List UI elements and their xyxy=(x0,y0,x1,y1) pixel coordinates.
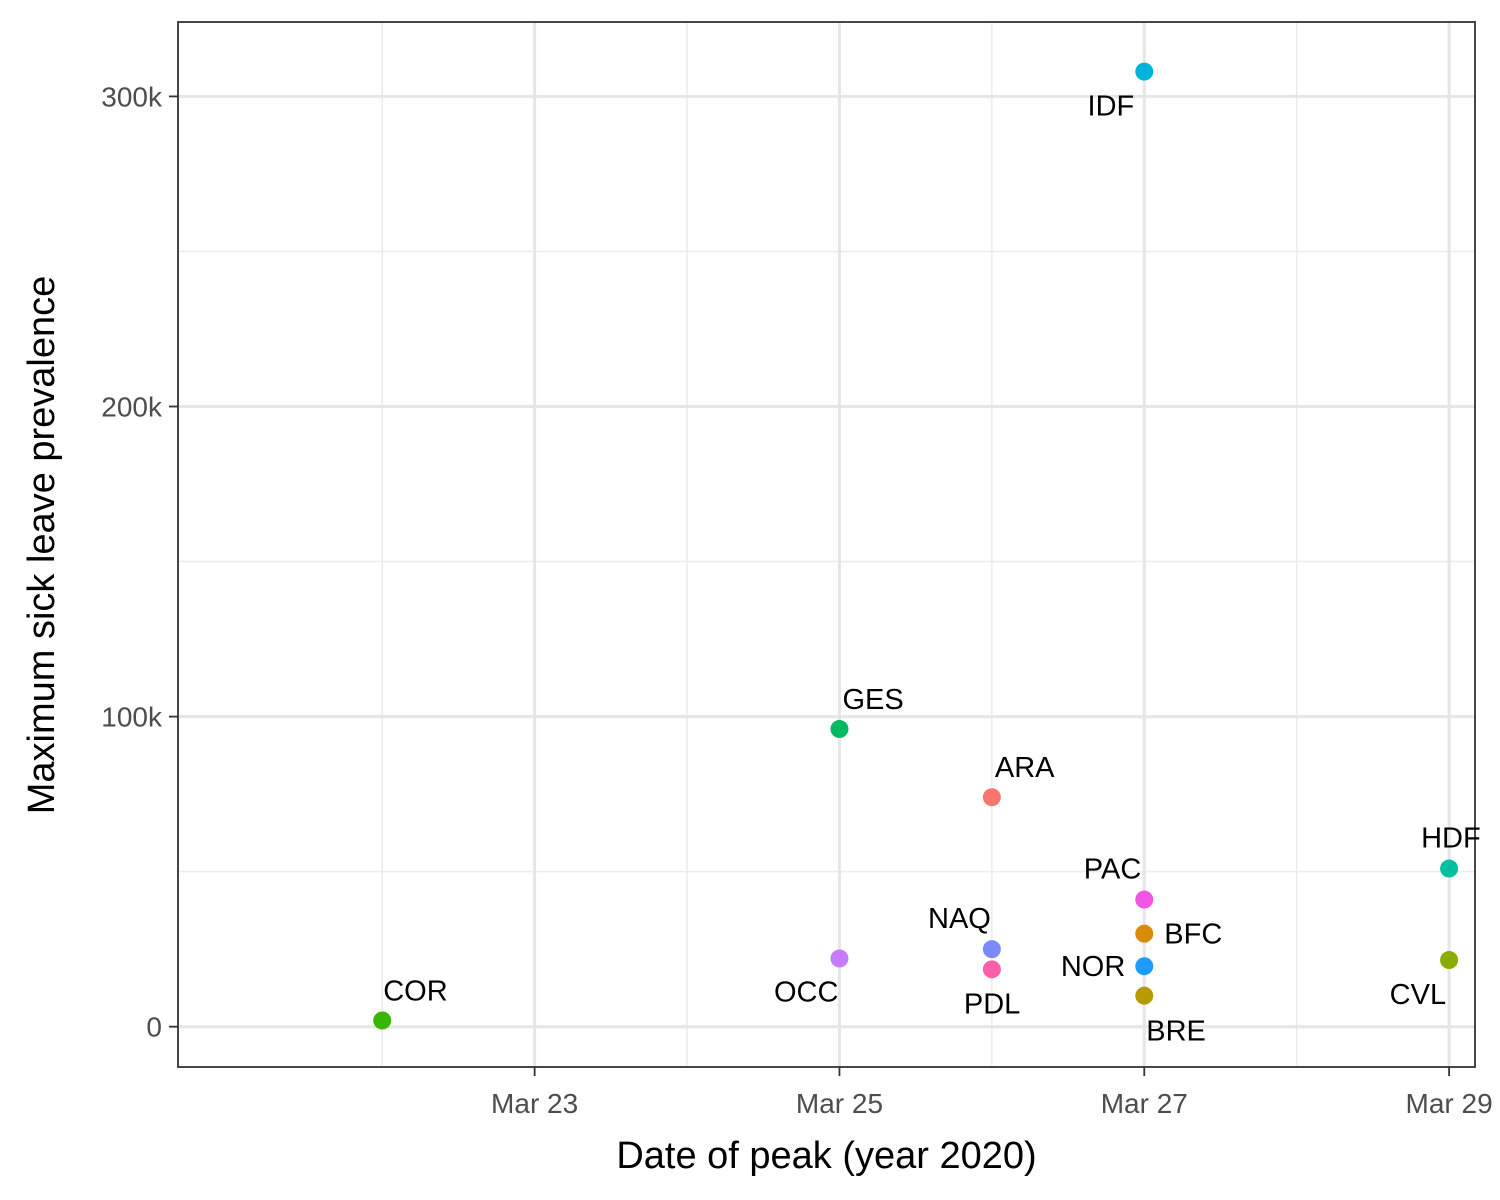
point-label-ges: GES xyxy=(842,684,903,716)
point-label-naq: NAQ xyxy=(928,903,991,935)
point-label-cor: COR xyxy=(383,975,447,1007)
point-bfc xyxy=(1135,924,1154,943)
y-tick-label: 0 xyxy=(146,1012,162,1043)
y-axis-title: Maximum sick leave prevalence xyxy=(21,276,63,815)
data-points xyxy=(373,62,1459,1030)
point-label-bfc: BFC xyxy=(1164,919,1222,951)
x-axis-title: Date of peak (year 2020) xyxy=(616,1135,1036,1177)
point-ges xyxy=(830,720,849,739)
point-label-nor: NOR xyxy=(1061,951,1125,983)
point-occ xyxy=(830,949,849,968)
point-nor xyxy=(1135,957,1154,976)
point-label-hdf: HDF xyxy=(1421,823,1481,855)
x-axis: Mar 23 Mar 25 Mar 27 Mar 29 xyxy=(491,1067,1493,1119)
point-labels: COR GES OCC ARA NAQ PDL IDF PAC BFC NOR BRE HDF CVL xyxy=(383,91,1480,1048)
point-label-occ: OCC xyxy=(774,976,838,1008)
point-bre xyxy=(1135,986,1154,1005)
panel-background xyxy=(178,22,1475,1067)
point-naq xyxy=(982,940,1001,959)
point-idf xyxy=(1135,62,1154,81)
point-ara xyxy=(982,788,1001,807)
point-pdl xyxy=(982,960,1001,979)
y-tick-label: 100k xyxy=(101,702,163,733)
panel-border xyxy=(177,21,1476,1068)
point-cvl xyxy=(1440,951,1459,970)
x-tick-label: Mar 27 xyxy=(1101,1088,1188,1119)
y-tick-label: 200k xyxy=(101,392,163,423)
point-cor xyxy=(373,1011,392,1030)
point-label-ara: ARA xyxy=(995,752,1055,784)
y-axis: 0 100k 200k 300k xyxy=(101,81,178,1043)
x-tick-label: Mar 29 xyxy=(1406,1088,1493,1119)
point-label-idf: IDF xyxy=(1088,91,1135,123)
point-pac xyxy=(1135,890,1154,909)
point-label-bre: BRE xyxy=(1146,1016,1206,1048)
y-tick-label: 300k xyxy=(101,81,163,112)
point-label-pdl: PDL xyxy=(964,988,1020,1020)
x-tick-label: Mar 23 xyxy=(491,1088,578,1119)
point-hdf xyxy=(1440,859,1459,878)
point-label-pac: PAC xyxy=(1084,854,1141,886)
minor-gridlines xyxy=(178,22,1475,1067)
point-label-cvl: CVL xyxy=(1390,979,1446,1011)
x-tick-label: Mar 25 xyxy=(796,1088,883,1119)
